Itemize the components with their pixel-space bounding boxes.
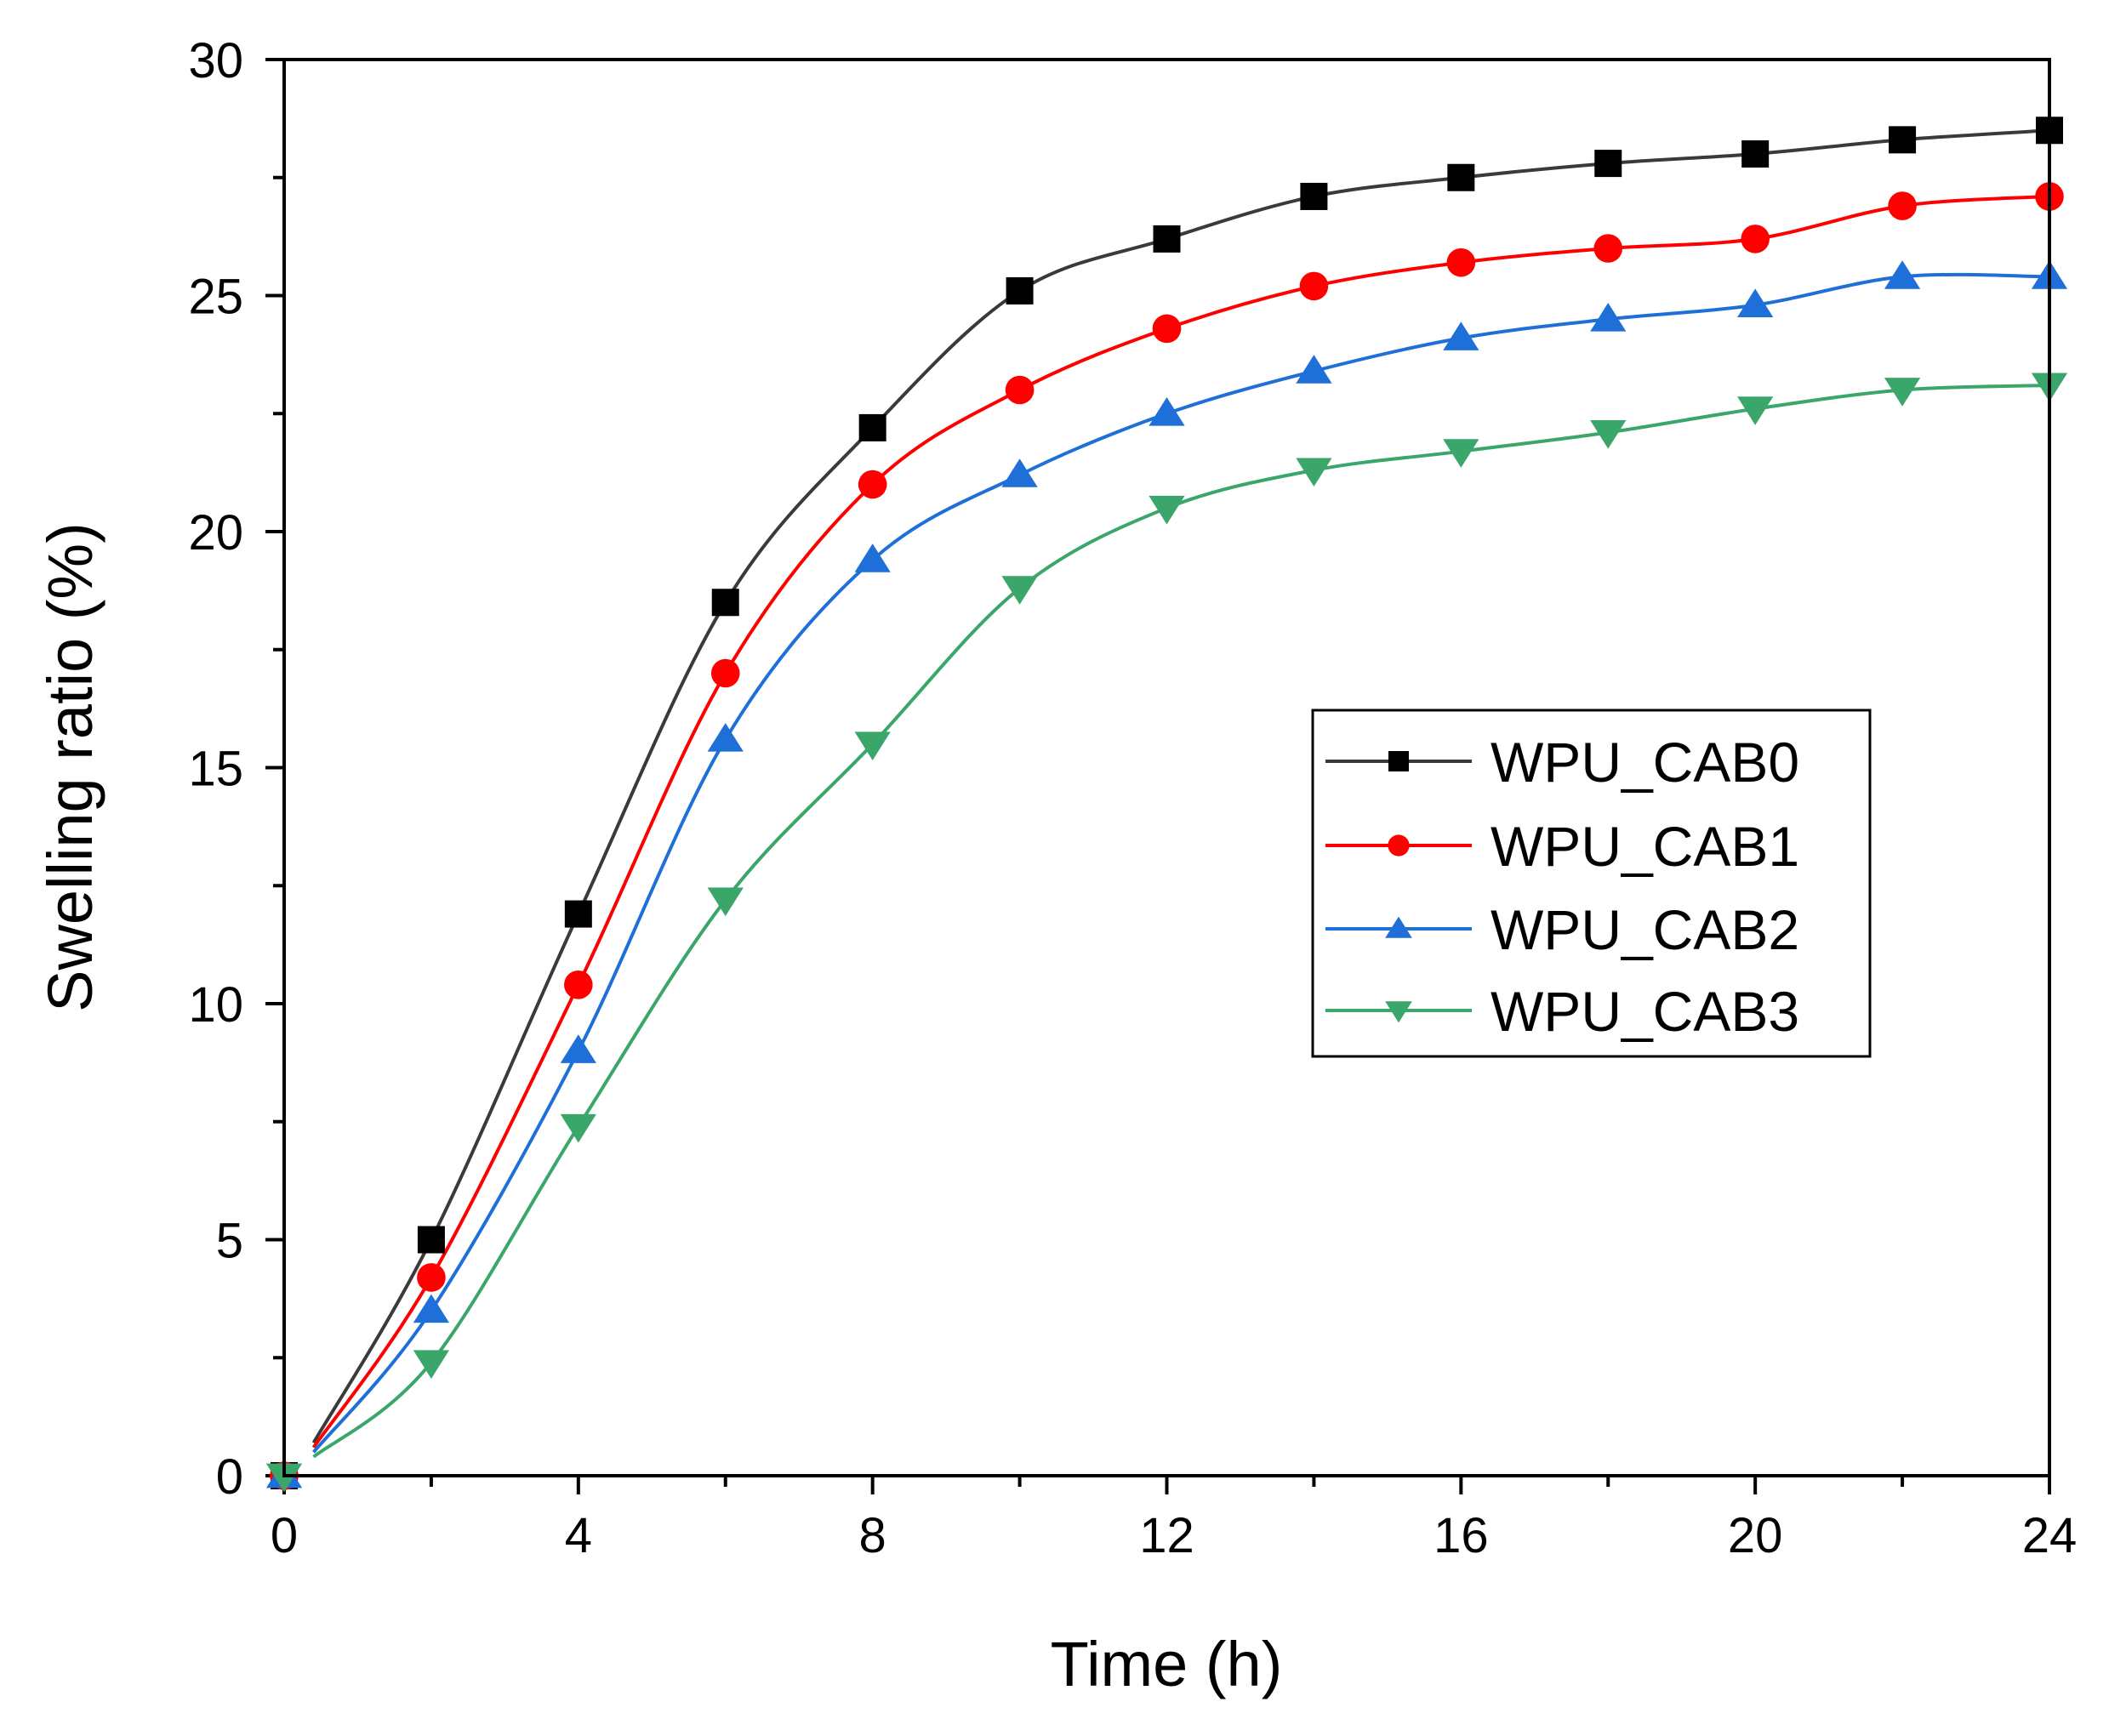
legend-label: WPU_CAB2 xyxy=(1491,898,1799,961)
series-line-wpu-cab2 xyxy=(312,272,2050,1454)
legend-marker xyxy=(1388,751,1409,771)
data-point-wpu-cab2 xyxy=(560,1034,596,1063)
y-tick-label: 20 xyxy=(188,505,243,561)
data-point-wpu-cab3 xyxy=(1737,396,1774,425)
data-point-wpu-cab3 xyxy=(1884,378,1921,407)
data-point-wpu-cab0 xyxy=(1300,182,1328,210)
series-markers xyxy=(265,117,2068,1493)
legend-label: WPU_CAB3 xyxy=(1491,980,1799,1043)
x-tick-label: 24 xyxy=(2022,1508,2078,1563)
data-point-wpu-cab1 xyxy=(1593,234,1623,263)
data-point-wpu-cab2 xyxy=(854,544,891,572)
x-tick-label: 12 xyxy=(1139,1508,1194,1563)
legend-marker xyxy=(1385,1001,1412,1023)
series-line-wpu-cab1 xyxy=(311,194,2050,1449)
data-point-wpu-cab2 xyxy=(1590,303,1627,332)
data-point-wpu-cab0 xyxy=(417,1226,445,1254)
data-point-wpu-cab0 xyxy=(1153,225,1181,253)
y-tick-label: 15 xyxy=(188,742,243,797)
data-point-wpu-cab1 xyxy=(858,470,887,499)
data-point-wpu-cab0 xyxy=(858,413,886,441)
x-tick-label: 0 xyxy=(271,1508,298,1563)
legend-label: WPU_CAB0 xyxy=(1491,731,1799,794)
data-point-wpu-cab0 xyxy=(1741,140,1770,168)
tick-labels: 0 4 8 12 16 20 24 0 5 10 15 20 25 30 xyxy=(188,33,2077,1563)
data-point-wpu-cab3 xyxy=(854,731,891,760)
data-point-wpu-cab2 xyxy=(1149,397,1185,426)
x-axis-title: Time (h) xyxy=(1051,1629,1283,1699)
y-tick-label: 10 xyxy=(188,977,243,1033)
data-point-wpu-cab1 xyxy=(1299,271,1329,301)
data-point-wpu-cab0 xyxy=(1006,276,1034,305)
data-point-wpu-cab3 xyxy=(265,1463,303,1493)
data-point-wpu-cab2 xyxy=(1001,458,1038,487)
data-point-wpu-cab3 xyxy=(707,887,744,917)
data-point-wpu-cab0 xyxy=(564,900,592,928)
data-point-wpu-cab0 xyxy=(1594,150,1622,178)
x-tick-label: 4 xyxy=(565,1508,592,1563)
plot-frame xyxy=(282,58,2051,1477)
data-point-wpu-cab1 xyxy=(417,1263,446,1292)
data-point-wpu-cab1 xyxy=(564,970,593,999)
y-tick-label: 25 xyxy=(188,270,243,325)
data-point-wpu-cab1 xyxy=(1741,225,1770,253)
legend-marker xyxy=(1385,916,1412,938)
data-point-wpu-cab3 xyxy=(413,1350,450,1379)
series-line-wpu-cab0 xyxy=(311,128,2050,1444)
legend: WPU_CAB0 WPU_CAB1 WPU_CAB2 WPU_CAB3 xyxy=(1311,709,1872,1058)
data-point-wpu-cab1 xyxy=(1152,314,1182,344)
data-point-wpu-cab3 xyxy=(1590,420,1627,449)
data-point-wpu-cab3 xyxy=(560,1113,596,1143)
data-point-wpu-cab1 xyxy=(1005,375,1035,405)
y-tick-label: 0 xyxy=(216,1449,243,1505)
y-tick-label: 5 xyxy=(216,1214,243,1269)
data-point-wpu-cab1 xyxy=(710,658,740,688)
data-point-wpu-cab2 xyxy=(413,1294,450,1323)
data-point-wpu-cab2 xyxy=(1884,260,1921,289)
data-point-wpu-cab2 xyxy=(1737,288,1774,317)
x-tick-label: 8 xyxy=(859,1508,886,1563)
x-tick-label: 16 xyxy=(1434,1508,1489,1563)
y-tick-label: 30 xyxy=(188,33,243,88)
data-point-wpu-cab1 xyxy=(1446,248,1476,277)
data-point-wpu-cab3 xyxy=(1443,439,1479,468)
data-point-wpu-cab2 xyxy=(707,723,744,752)
legend-label: WPU_CAB1 xyxy=(1491,815,1799,878)
data-point-wpu-cab3 xyxy=(1296,458,1332,487)
y-axis-title: Swelling ratio (%) xyxy=(35,522,105,1012)
data-point-wpu-cab2 xyxy=(1443,322,1479,350)
data-point-wpu-cab2 xyxy=(1296,355,1332,384)
legend-marker xyxy=(1388,834,1410,857)
data-point-wpu-cab3 xyxy=(1001,576,1038,605)
data-point-wpu-cab0 xyxy=(1889,126,1917,154)
data-point-wpu-cab0 xyxy=(711,589,739,617)
series-line-wpu-cab3 xyxy=(312,384,2050,1459)
x-tick-label: 20 xyxy=(1728,1508,1783,1563)
series-curves xyxy=(311,128,2050,1459)
data-point-wpu-cab3 xyxy=(1149,495,1185,525)
data-point-wpu-cab1 xyxy=(1888,191,1917,220)
data-point-wpu-cab0 xyxy=(1447,163,1475,191)
